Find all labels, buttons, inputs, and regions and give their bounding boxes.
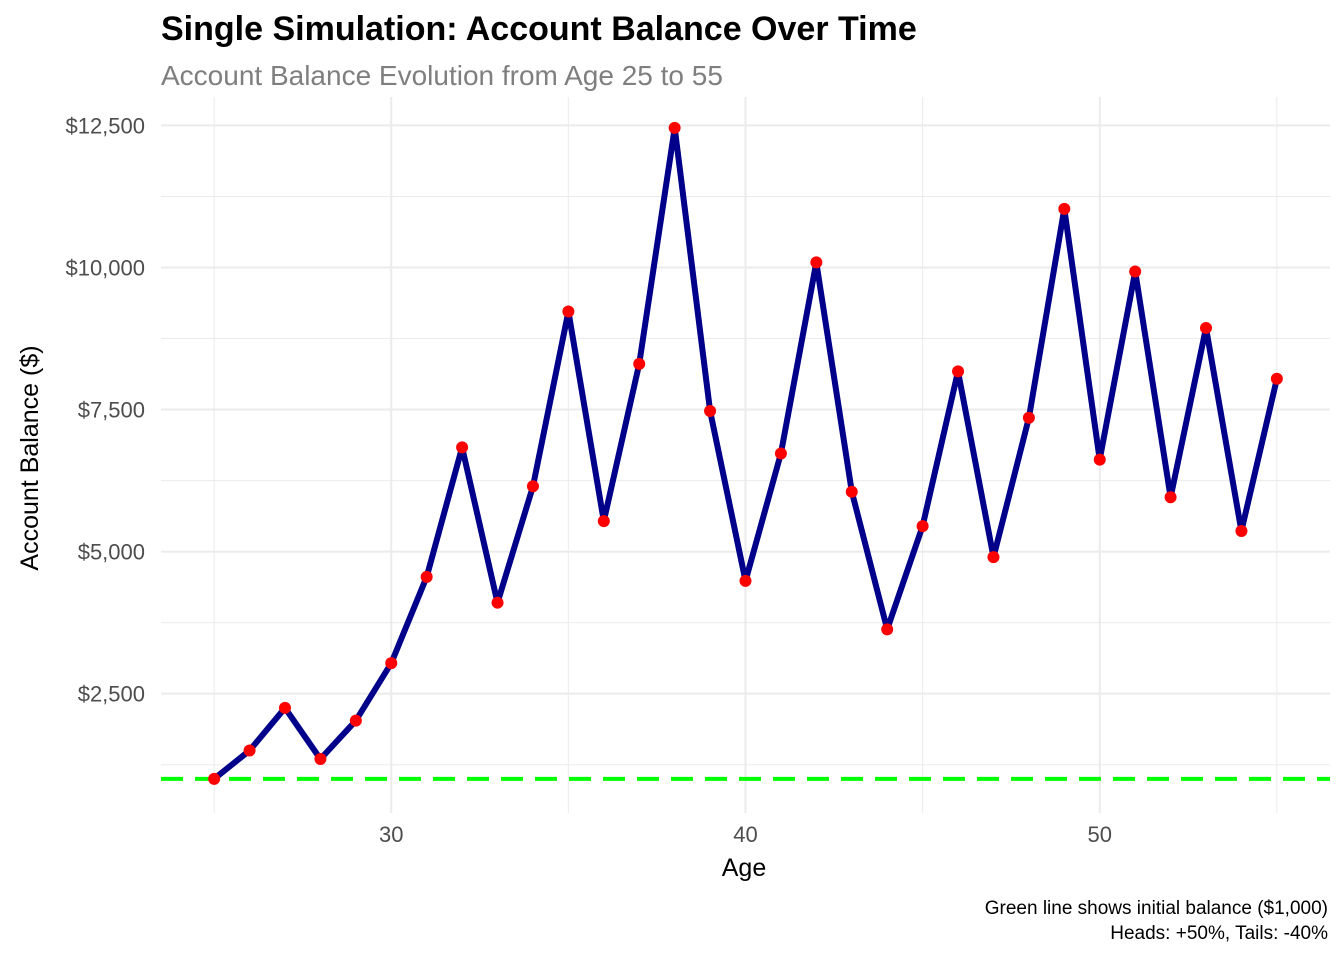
data-point xyxy=(243,744,256,757)
data-point xyxy=(1129,265,1142,278)
caption-line: Heads: +50%, Tails: -40% xyxy=(1110,923,1328,944)
data-point xyxy=(952,365,965,378)
points-group xyxy=(208,121,1283,785)
data-point xyxy=(1058,202,1071,215)
data-point xyxy=(385,657,398,670)
data-point xyxy=(774,447,787,460)
caption-line: Green line shows initial balance ($1,000… xyxy=(984,898,1328,919)
data-point xyxy=(456,441,469,454)
data-point xyxy=(668,121,681,134)
data-point xyxy=(1093,453,1106,466)
data-point xyxy=(597,515,610,528)
major-gridlines xyxy=(161,97,1330,813)
data-point xyxy=(1235,525,1248,538)
x-tick-label: 50 xyxy=(1088,822,1112,847)
data-point xyxy=(278,701,291,714)
data-point xyxy=(526,480,539,493)
data-point xyxy=(1022,411,1035,424)
data-point xyxy=(1200,321,1213,334)
x-axis-ticks: 30 40 50 xyxy=(379,822,1112,847)
data-point xyxy=(208,772,221,785)
chart-caption: Green line shows initial balance ($1,000… xyxy=(985,896,1328,946)
data-point xyxy=(1164,491,1177,504)
y-tick-label: $5,000 xyxy=(78,540,145,565)
x-tick-label: 40 xyxy=(733,822,757,847)
data-point xyxy=(349,714,362,727)
data-point xyxy=(633,357,646,370)
data-point xyxy=(1270,372,1283,385)
data-point xyxy=(987,551,1000,564)
data-point xyxy=(739,574,752,587)
chart-subtitle: Account Balance Evolution from Age 25 to… xyxy=(161,60,723,91)
data-point xyxy=(314,753,327,766)
y-axis-label: Account Balance ($) xyxy=(16,345,44,570)
data-point xyxy=(916,520,929,533)
data-point xyxy=(810,256,823,269)
data-point xyxy=(562,305,575,318)
y-axis-ticks: $2,500 $5,000 $7,500 $10,000 $12,500 xyxy=(65,113,145,706)
y-tick-label: $7,500 xyxy=(78,398,145,423)
x-axis-label: Age xyxy=(722,854,766,882)
data-point xyxy=(491,596,504,609)
y-tick-label: $12,500 xyxy=(65,113,145,138)
x-tick-label: 30 xyxy=(379,822,403,847)
data-point xyxy=(845,485,858,498)
y-tick-label: $10,000 xyxy=(65,255,145,280)
y-tick-label: $2,500 xyxy=(78,682,145,707)
data-point xyxy=(420,570,433,583)
data-point xyxy=(881,623,894,636)
chart-title: Single Simulation: Account Balance Over … xyxy=(161,10,917,48)
data-point xyxy=(704,405,717,418)
